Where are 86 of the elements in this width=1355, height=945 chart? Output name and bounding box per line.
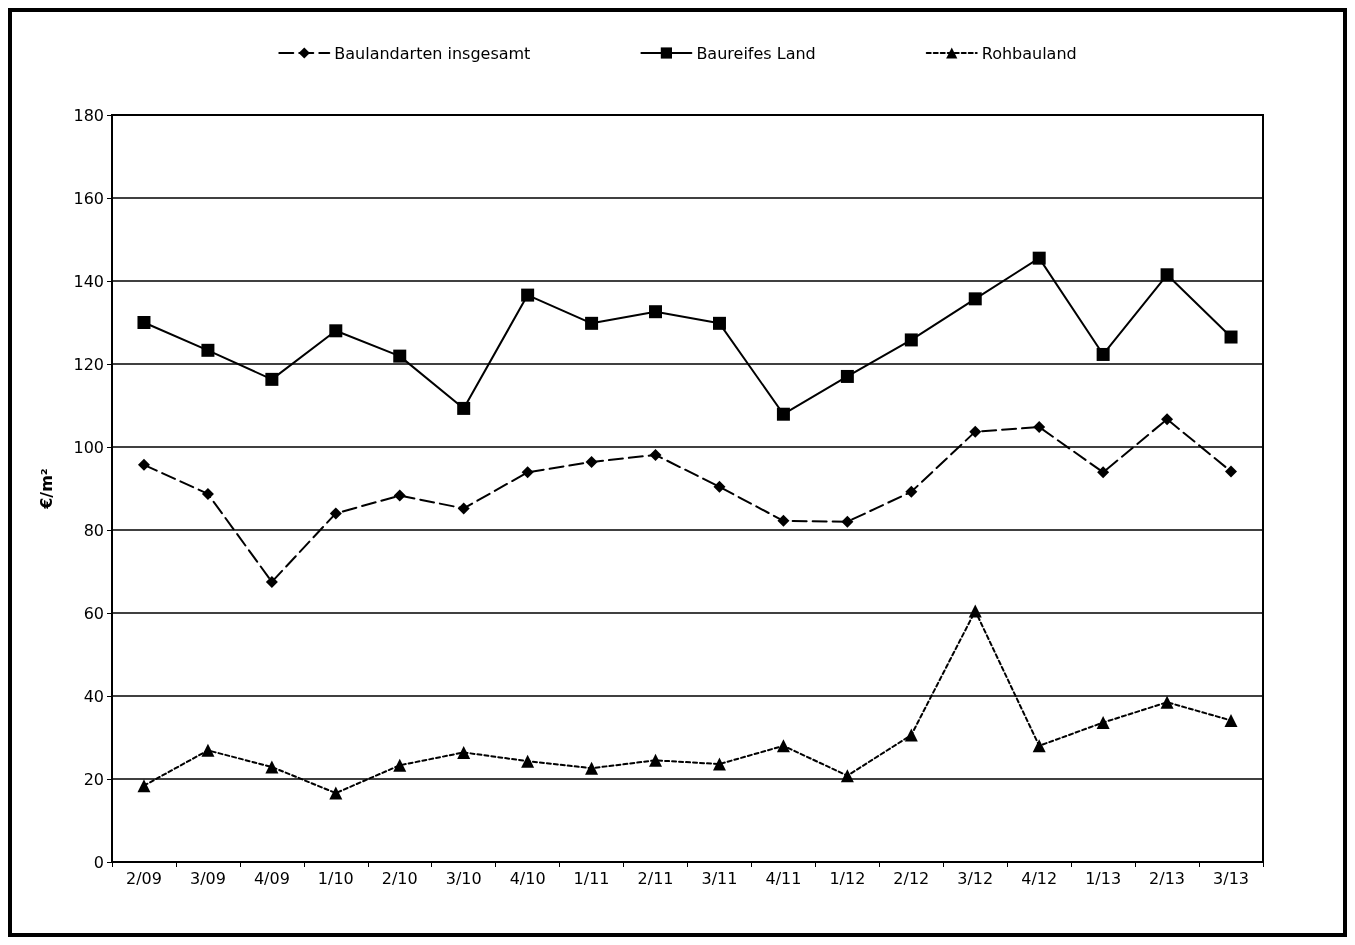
- y-tick-label: 120: [73, 354, 104, 374]
- point: [521, 754, 535, 768]
- legend-label: Baulandarten insgesamt: [334, 43, 531, 63]
- point: [585, 316, 599, 330]
- point: [904, 333, 918, 347]
- point: [393, 489, 406, 502]
- legend-label: Baureifes Land: [696, 43, 816, 63]
- point: [393, 349, 407, 363]
- point: [904, 728, 918, 742]
- x-tick-label: 2/10: [381, 868, 418, 888]
- point: [776, 739, 790, 753]
- point: [840, 769, 854, 783]
- x-tick-label: 3/09: [189, 868, 226, 888]
- point: [649, 448, 662, 461]
- point: [137, 779, 151, 793]
- point: [968, 604, 982, 618]
- point: [1096, 716, 1110, 730]
- x-tick-label: 3/10: [445, 868, 482, 888]
- point: [1224, 330, 1238, 344]
- point: [1096, 347, 1110, 361]
- y-tick-label: 140: [73, 271, 104, 291]
- point: [841, 515, 854, 528]
- point: [969, 425, 982, 438]
- point: [1224, 713, 1238, 727]
- point: [649, 305, 663, 319]
- x-tick-label: 1/13: [1085, 868, 1122, 888]
- y-tick-label: 160: [73, 188, 104, 208]
- point: [585, 761, 599, 775]
- point: [265, 575, 278, 588]
- y-tick-label: 180: [73, 105, 104, 125]
- point: [457, 502, 470, 515]
- y-tick-label: 40: [83, 686, 104, 706]
- point: [457, 401, 471, 415]
- point: [265, 372, 279, 386]
- point: [201, 343, 215, 357]
- legend-label: Rohbauland: [981, 43, 1077, 63]
- point: [393, 758, 407, 772]
- y-tick-label: 20: [83, 769, 104, 789]
- y-tick-label: 80: [83, 520, 104, 540]
- x-tick-label: 4/12: [1021, 868, 1058, 888]
- x-tick-label: 1/10: [317, 868, 354, 888]
- point: [137, 458, 150, 471]
- x-tick-label: 4/09: [253, 868, 290, 888]
- x-tick-label: 3/11: [701, 868, 738, 888]
- point: [1161, 413, 1174, 426]
- point: [905, 485, 918, 498]
- point: [521, 288, 535, 302]
- x-tick-label: 2/12: [893, 868, 930, 888]
- point: [776, 407, 790, 421]
- point: [777, 514, 790, 527]
- y-tick-label: 0: [93, 852, 104, 872]
- point: [968, 292, 982, 306]
- x-tick-label: 1/11: [573, 868, 610, 888]
- x-tick-label: 4/11: [765, 868, 802, 888]
- point: [713, 480, 726, 493]
- point: [1225, 465, 1238, 478]
- point: [329, 507, 342, 520]
- point: [1032, 739, 1046, 753]
- point: [201, 487, 214, 500]
- point: [201, 743, 215, 757]
- point: [265, 760, 279, 774]
- x-tick-label: 2/13: [1149, 868, 1186, 888]
- x-tick-label: 1/12: [829, 868, 866, 888]
- point: [1160, 268, 1174, 282]
- y-tick-label: 100: [73, 437, 104, 457]
- point: [1160, 695, 1174, 709]
- x-tick-label: 3/12: [957, 868, 994, 888]
- point: [649, 753, 663, 767]
- point: [137, 316, 151, 329]
- point: [1097, 466, 1110, 479]
- point: [521, 466, 534, 479]
- x-tick-label: 2/09: [126, 868, 162, 888]
- point: [712, 316, 726, 330]
- x-tick-label: 2/11: [637, 868, 674, 888]
- point: [840, 369, 854, 383]
- point: [329, 324, 343, 338]
- x-tick-label: 3/13: [1213, 868, 1249, 888]
- point: [1033, 421, 1046, 434]
- point: [457, 745, 471, 759]
- point: [1032, 251, 1046, 265]
- point: [712, 757, 726, 771]
- x-tick-label: 4/10: [509, 868, 546, 888]
- y-axis-title: €/m²: [36, 468, 56, 510]
- point: [329, 786, 343, 800]
- y-tick-label: 60: [83, 603, 104, 623]
- point: [585, 455, 598, 468]
